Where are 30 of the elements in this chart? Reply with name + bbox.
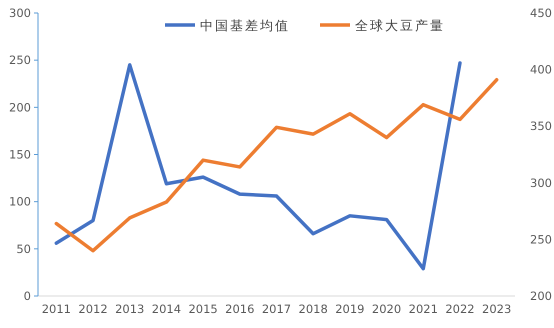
line-series xyxy=(54,61,462,270)
x-tick-label: 2012 xyxy=(78,302,108,316)
legend-label: 全球大豆产量 xyxy=(355,19,445,34)
x-tick-label: 2011 xyxy=(42,302,71,316)
x-tick-label: 2020 xyxy=(372,302,402,316)
y2-tick-label: 350 xyxy=(530,119,552,134)
x-tick-label: 2022 xyxy=(445,302,475,316)
y-tick-label: 0 xyxy=(24,289,31,303)
x-tick-label: 2014 xyxy=(152,302,182,316)
x-tick-label: 2018 xyxy=(298,302,328,316)
x-tick-label: 2023 xyxy=(482,302,512,316)
x-tick-label: 2017 xyxy=(262,302,292,316)
y2-tick-label: 200 xyxy=(530,289,552,303)
y2-tick-label: 250 xyxy=(530,232,552,246)
line-series xyxy=(54,78,498,252)
x-tick-label: 2019 xyxy=(335,302,365,316)
y2-tick-label: 450 xyxy=(530,6,552,20)
y2-tick-label: 300 xyxy=(530,176,552,190)
y-tick-label: 200 xyxy=(9,100,31,114)
y-tick-label: 250 xyxy=(9,53,31,68)
legend-label: 中国基差均值 xyxy=(200,19,290,34)
y-tick-label: 300 xyxy=(9,6,31,20)
x-tick-label: 2013 xyxy=(115,302,144,316)
y-tick-label: 150 xyxy=(9,148,31,162)
x-tick-label: 2021 xyxy=(408,302,438,316)
y2-tick-label: 400 xyxy=(530,62,552,77)
y-tick-label: 50 xyxy=(16,242,31,256)
x-tick-label: 2015 xyxy=(188,302,218,316)
x-tick-label: 2016 xyxy=(225,302,254,316)
y-tick-label: 100 xyxy=(9,194,31,209)
